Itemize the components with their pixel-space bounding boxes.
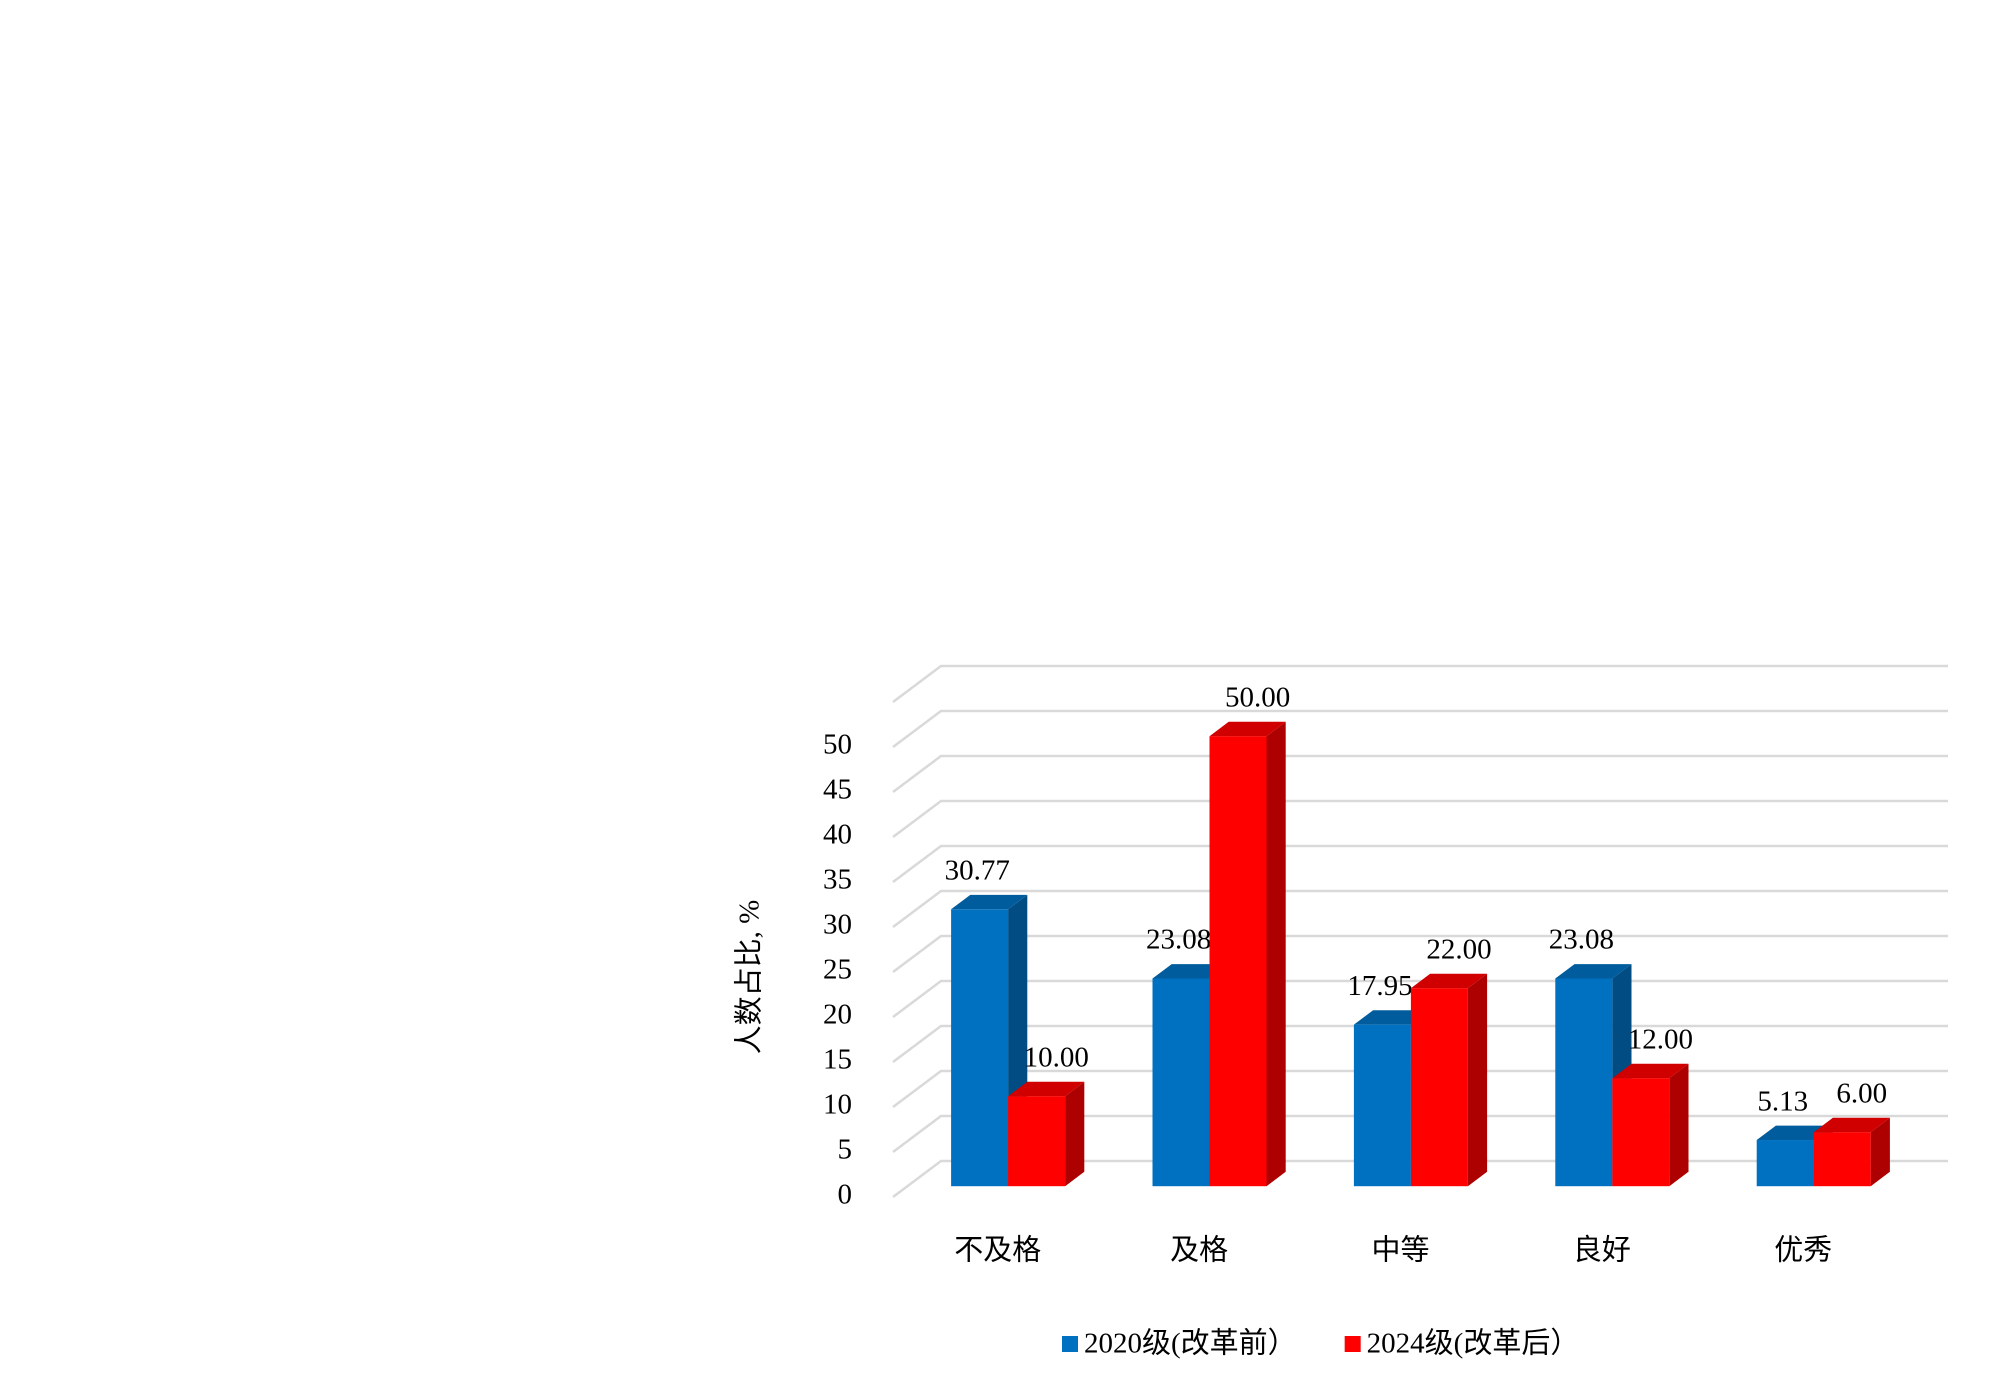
y-axis-title: 人数占比, %	[733, 900, 766, 1055]
value-label: 30.77	[945, 855, 1010, 887]
y-tick-label: 5	[838, 1134, 853, 1166]
bar	[1410, 988, 1468, 1187]
bar	[1612, 1078, 1670, 1187]
grid-line	[892, 754, 1948, 793]
value-label: 17.95	[1347, 970, 1412, 1002]
legend-label: 2024级(改革后）	[1367, 1327, 1580, 1360]
value-label: 23.08	[1146, 924, 1211, 956]
bar-top	[1612, 1063, 1689, 1079]
bar	[1209, 736, 1267, 1187]
grid-line	[892, 934, 1948, 973]
grid-line	[892, 709, 1948, 748]
bar-top	[1555, 964, 1632, 979]
bar	[1756, 1140, 1814, 1187]
grid-line	[892, 889, 1948, 928]
bar-top	[1813, 1117, 1890, 1133]
y-tick-label: 25	[823, 954, 852, 986]
value-label: 12.00	[1628, 1023, 1693, 1055]
bar	[1353, 1024, 1411, 1187]
bar-top	[1008, 1081, 1085, 1097]
bar-side	[1669, 1063, 1689, 1187]
x-tick-label: 及格	[1170, 1234, 1228, 1267]
x-tick-label: 优秀	[1774, 1234, 1832, 1267]
value-label: 5.13	[1757, 1085, 1808, 1117]
y-tick-label: 45	[823, 774, 852, 806]
legend-label: 2020级(改革前）	[1084, 1327, 1297, 1360]
value-label: 50.00	[1225, 681, 1290, 713]
x-tick-label: 良好	[1573, 1234, 1631, 1267]
value-label: 6.00	[1836, 1077, 1887, 1109]
value-label: 22.00	[1426, 933, 1491, 965]
bar-top	[1209, 721, 1286, 737]
bar	[951, 909, 1009, 1187]
y-tick-label: 20	[823, 999, 852, 1031]
grid-line	[892, 799, 1948, 838]
y-tick-label: 35	[823, 864, 852, 896]
bar	[1555, 978, 1613, 1187]
y-tick-label: 0	[838, 1179, 853, 1211]
bar-top	[1410, 973, 1488, 989]
bar-side	[1266, 721, 1286, 1187]
grid-line	[892, 664, 1948, 703]
grid-line	[892, 844, 1948, 883]
bar-top	[951, 894, 1028, 910]
bar	[1813, 1132, 1871, 1187]
bar	[1008, 1096, 1066, 1187]
y-tick-label: 40	[823, 819, 852, 851]
y-tick-label: 10	[823, 1089, 852, 1121]
value-label: 10.00	[1024, 1041, 1089, 1073]
y-tick-label: 30	[823, 909, 852, 941]
y-tick-label: 15	[823, 1044, 852, 1076]
legend-swatch	[1062, 1336, 1078, 1352]
y-tick-label: 50	[823, 729, 852, 761]
x-tick-label: 中等	[1371, 1234, 1429, 1267]
bar-side	[1870, 1117, 1890, 1187]
bar-side	[1065, 1081, 1085, 1187]
value-label: 23.08	[1549, 924, 1614, 956]
x-tick-label: 不及格	[954, 1234, 1041, 1267]
legend-swatch	[1344, 1336, 1361, 1352]
bar	[1152, 978, 1210, 1187]
bar-side	[1467, 973, 1488, 1187]
